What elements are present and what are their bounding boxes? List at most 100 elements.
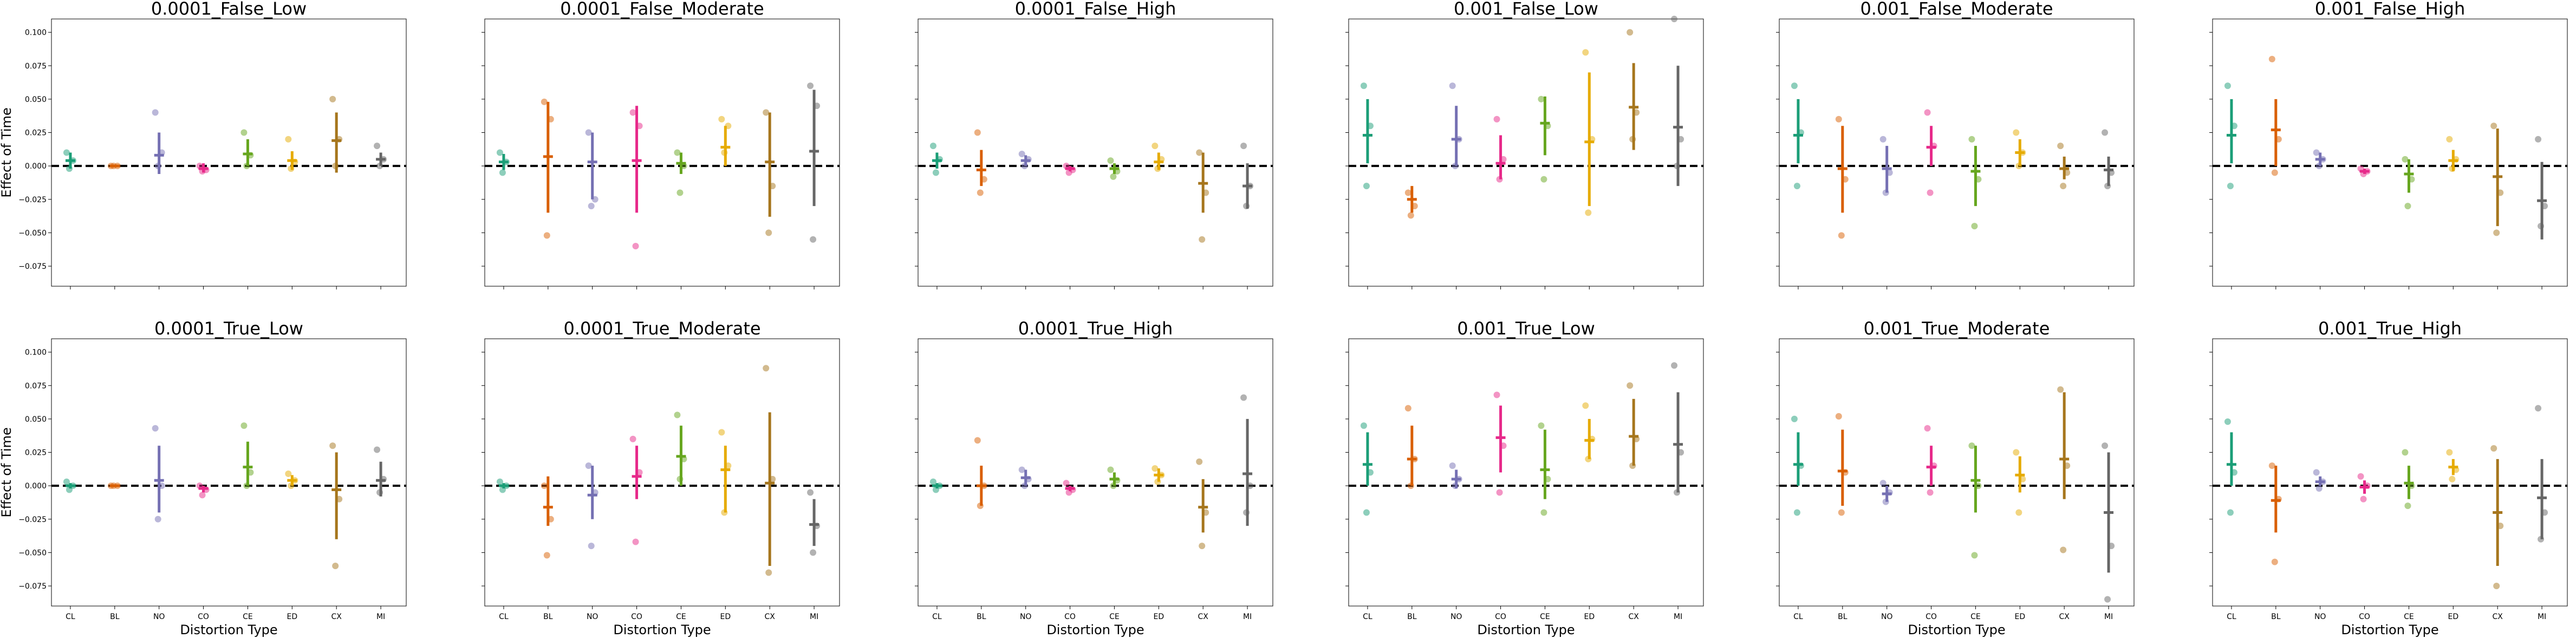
data-point <box>1971 223 1978 230</box>
subplot-title: 0.0001_False_High <box>1015 0 1176 19</box>
data-point <box>1196 149 1203 156</box>
x-tick-label: BL <box>543 613 553 621</box>
data-point <box>588 543 595 550</box>
plot-frame <box>2212 338 2568 607</box>
data-point <box>1582 402 1589 409</box>
x-tick-label: ED <box>2448 613 2458 621</box>
x-tick-label: CX <box>1629 613 1640 621</box>
data-point <box>974 437 981 444</box>
data-point <box>152 425 159 432</box>
data-point <box>1968 136 1975 143</box>
data-point <box>329 95 336 102</box>
data-point <box>1879 480 1887 487</box>
x-tick-label: CO <box>631 613 642 621</box>
x-tick-label: CE <box>1109 613 1120 621</box>
data-point <box>1538 422 1545 429</box>
subplot: 0.001_True_High CL BL NO CO CE ED CX MI Distortio… <box>2209 318 2568 637</box>
data-point <box>676 189 684 196</box>
x-tick-label: CL <box>499 613 509 621</box>
x-tick-label: NO <box>1881 613 1893 621</box>
subplot-title: 0.001_True_Moderate <box>1864 318 2050 339</box>
x-tick-label: CE <box>243 613 253 621</box>
data-point <box>63 149 70 156</box>
data-point <box>718 115 725 123</box>
subplot: 0.0001_True_Moderate CL BL NO CO CE ED CX MI Dist… <box>482 318 840 637</box>
y-tick-label: −0.050 <box>18 229 47 237</box>
plot-frame <box>484 338 840 607</box>
x-tick-label: ED <box>1584 613 1595 621</box>
data-point <box>629 435 636 442</box>
y-tick-label: −0.025 <box>18 196 47 204</box>
plot-frame <box>1779 338 2135 607</box>
y-tick-label: 0.075 <box>25 382 47 390</box>
y-tick-label: 0.050 <box>25 95 47 104</box>
data-point <box>629 109 636 116</box>
subplot-title: 0.0001_True_High <box>1018 318 1173 339</box>
subplot: 0.001_False_Moderate <box>1776 0 2135 289</box>
data-point <box>1835 413 1842 420</box>
x-tick-label: ED <box>287 613 297 621</box>
data-point <box>1924 109 1931 116</box>
y-tick-label: 0.025 <box>25 129 47 138</box>
data-point <box>2271 558 2278 565</box>
data-point <box>152 109 159 116</box>
data-point <box>2268 55 2275 62</box>
plot-frame <box>51 338 407 607</box>
subplot: 0.0001_False_Moderate <box>482 0 840 289</box>
data-point <box>1793 509 1800 516</box>
x-tick-label: CX <box>765 613 776 621</box>
data-point <box>1627 382 1634 389</box>
x-tick-label: CL <box>1793 613 1803 621</box>
y-tick-label: −0.050 <box>18 549 47 557</box>
data-point <box>2102 129 2109 136</box>
y-tick-label: 0.100 <box>25 349 47 357</box>
x-tick-label: NO <box>1020 613 1032 621</box>
x-axis-label: Distortion Type <box>613 622 711 637</box>
x-tick-label: CL <box>2227 613 2236 621</box>
x-tick-label: CO <box>2359 613 2370 621</box>
data-point <box>240 129 248 136</box>
x-tick-label: BL <box>110 613 120 621</box>
plot-frame <box>1348 18 1704 287</box>
data-point <box>2057 143 2064 150</box>
subplot: 0.0001_False_Low −0.075 −0.050 −0.025 0.000 0… <box>0 0 407 289</box>
plot-frame <box>1779 18 2135 287</box>
data-point <box>1018 466 1025 473</box>
x-tick-label: BL <box>977 613 986 621</box>
data-point <box>496 149 503 156</box>
x-tick-label: CE <box>2404 613 2414 621</box>
data-point <box>1404 405 1411 412</box>
data-point <box>763 109 770 116</box>
data-point <box>1791 82 1798 89</box>
subplot: 0.001_True_Moderate CL BL NO CO CE ED CX MI Disto… <box>1776 318 2135 637</box>
x-tick-label: NO <box>587 613 599 621</box>
data-point <box>2060 546 2067 553</box>
x-tick-label: CO <box>1495 613 1506 621</box>
x-tick-label: BL <box>2271 613 2281 621</box>
subplot: 0.0001_False_High <box>915 0 1273 289</box>
data-point <box>1927 189 1934 196</box>
data-point <box>2013 449 2020 456</box>
plot-frame <box>2212 18 2568 287</box>
data-point <box>1152 465 1159 472</box>
data-point <box>1793 183 1800 190</box>
data-point <box>1152 143 1159 150</box>
x-tick-label: CL <box>1363 613 1372 621</box>
x-tick-label: CL <box>932 613 942 621</box>
data-point <box>329 442 336 449</box>
data-point <box>1240 394 1247 401</box>
data-point <box>765 229 772 236</box>
data-point <box>1240 143 1247 150</box>
data-point <box>765 569 772 576</box>
x-tick-label: CO <box>1064 613 1076 621</box>
data-point <box>2102 442 2109 449</box>
data-point <box>674 411 681 418</box>
y-tick-label: 0.050 <box>25 415 47 424</box>
data-point <box>1493 391 1500 398</box>
data-point <box>285 470 292 477</box>
data-point <box>585 462 592 469</box>
x-tick-label: ED <box>1153 613 1164 621</box>
data-point <box>2227 183 2234 190</box>
data-point <box>332 563 339 570</box>
